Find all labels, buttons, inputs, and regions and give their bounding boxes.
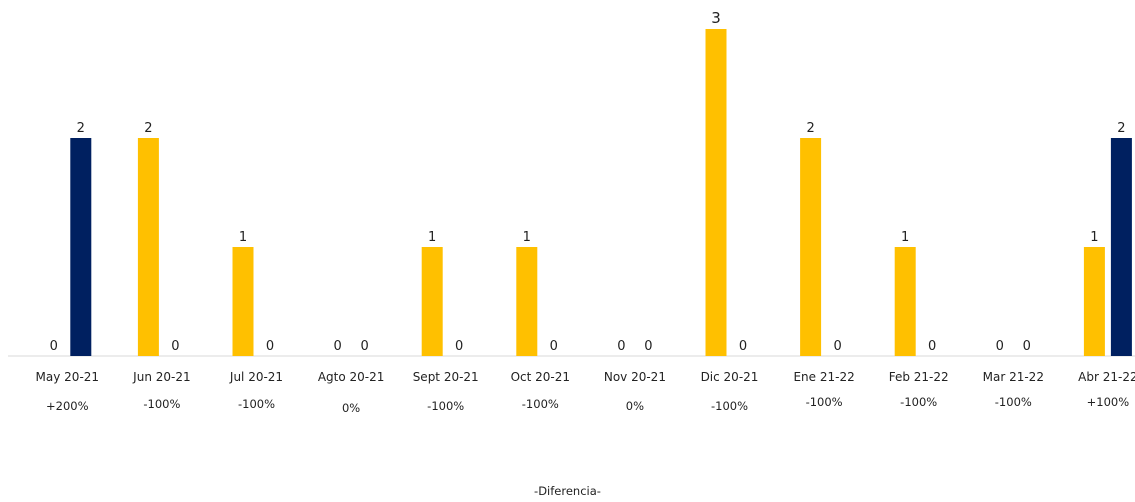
x-tick-label-10: Mar 21-22 <box>983 370 1044 384</box>
difference-label-5: -100% <box>522 397 559 411</box>
difference-label-9: -100% <box>900 395 937 409</box>
data-label-s2-9: 0 <box>928 339 936 354</box>
data-label-s2-10: 0 <box>1023 339 1031 354</box>
x-tick-label-4: Sept 20-21 <box>413 370 479 384</box>
x-tick-label-1: Jun 20-21 <box>132 370 190 384</box>
difference-label-8: -100% <box>806 395 843 409</box>
data-label-s1-4: 1 <box>428 230 436 245</box>
data-label-s2-11: 2 <box>1117 121 1125 136</box>
x-tick-label-0: May 20-21 <box>36 370 100 384</box>
data-label-s1-11: 1 <box>1090 230 1098 245</box>
bar-s1-1 <box>137 138 159 356</box>
x-tick-label-8: Ene 21-22 <box>793 370 854 384</box>
data-label-s1-1: 2 <box>144 121 152 136</box>
data-label-s2-8: 0 <box>833 339 841 354</box>
difference-label-6: 0% <box>626 399 644 413</box>
difference-label-11: +100% <box>1087 395 1130 409</box>
x-tick-label-2: Jul 20-21 <box>229 370 283 384</box>
x-tick-label-3: Agto 20-21 <box>318 370 385 384</box>
bar-s1-7 <box>705 29 727 356</box>
data-label-s2-6: 0 <box>644 339 652 354</box>
difference-label-2: -100% <box>238 397 275 411</box>
difference-label-1: -100% <box>143 397 180 411</box>
data-label-s2-4: 0 <box>455 339 463 354</box>
bar-s2-0 <box>70 138 92 356</box>
x-tick-label-5: Oct 20-21 <box>511 370 570 384</box>
data-label-s1-3: 0 <box>333 339 341 354</box>
bar-s1-4 <box>421 247 443 356</box>
bar-s1-5 <box>516 247 538 356</box>
x-tick-label-6: Nov 20-21 <box>604 370 666 384</box>
bar-chart: 0 2 May 20-21 +200% 2 0 Jun 20-21 -100% 1 0 Jul 20… <box>8 9 1135 415</box>
data-label-s1-7: 3 <box>711 9 721 27</box>
x-tick-label-7: Dic 20-21 <box>701 370 759 384</box>
data-label-s2-5: 0 <box>550 339 558 354</box>
data-label-s1-5: 1 <box>523 230 531 245</box>
bar-s2-11 <box>1110 138 1132 356</box>
data-label-s1-10: 0 <box>996 339 1004 354</box>
footer-label: -Diferencia- <box>534 484 601 498</box>
x-tick-label-9: Feb 21-22 <box>889 370 949 384</box>
difference-label-7: -100% <box>711 399 748 413</box>
data-label-s1-8: 2 <box>806 121 814 136</box>
bar-s1-2 <box>232 247 254 356</box>
data-label-s1-9: 1 <box>901 230 909 245</box>
data-label-s2-2: 0 <box>266 339 274 354</box>
data-label-s1-0: 0 <box>50 339 58 354</box>
data-label-s2-7: 0 <box>739 339 747 354</box>
bar-s1-11 <box>1083 247 1105 356</box>
data-label-s1-6: 0 <box>617 339 625 354</box>
difference-label-3: 0% <box>342 401 360 415</box>
difference-label-10: -100% <box>995 395 1032 409</box>
data-label-s2-1: 0 <box>171 339 179 354</box>
data-label-s1-2: 1 <box>239 230 247 245</box>
difference-label-0: +200% <box>46 399 89 413</box>
bar-s1-9 <box>894 247 916 356</box>
data-label-s2-0: 2 <box>77 121 85 136</box>
data-label-s2-3: 0 <box>360 339 368 354</box>
bar-s1-8 <box>800 138 822 356</box>
x-tick-label-11: Abr 21-22 <box>1078 370 1135 384</box>
difference-label-4: -100% <box>427 399 464 413</box>
